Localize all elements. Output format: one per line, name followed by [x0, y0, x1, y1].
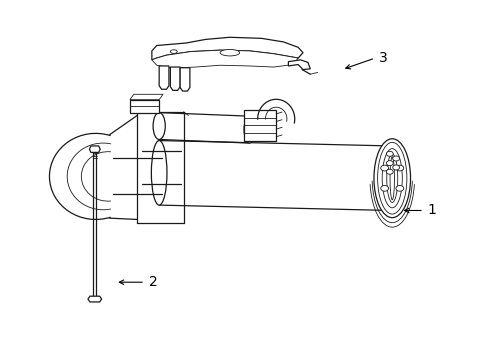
Polygon shape: [89, 146, 100, 152]
Polygon shape: [159, 66, 168, 89]
Polygon shape: [130, 94, 163, 100]
Ellipse shape: [382, 149, 402, 208]
Polygon shape: [152, 37, 303, 60]
Polygon shape: [288, 60, 310, 69]
Ellipse shape: [244, 116, 254, 143]
Ellipse shape: [373, 139, 410, 218]
Circle shape: [386, 161, 392, 166]
Ellipse shape: [153, 113, 165, 139]
Ellipse shape: [245, 122, 252, 138]
Circle shape: [392, 165, 399, 170]
Circle shape: [395, 165, 403, 171]
Bar: [130, 100, 159, 113]
Polygon shape: [180, 68, 189, 91]
Polygon shape: [88, 296, 102, 302]
Text: 1: 1: [427, 203, 435, 217]
Ellipse shape: [170, 50, 177, 53]
Circle shape: [386, 169, 392, 174]
Ellipse shape: [377, 142, 406, 214]
Bar: [244, 110, 276, 140]
Circle shape: [380, 165, 388, 171]
Text: 2: 2: [149, 275, 158, 289]
Polygon shape: [170, 67, 180, 90]
Ellipse shape: [220, 49, 239, 56]
Circle shape: [380, 185, 388, 191]
Text: 3: 3: [378, 51, 386, 65]
Circle shape: [395, 185, 403, 191]
Circle shape: [392, 156, 399, 161]
Circle shape: [386, 151, 392, 156]
Ellipse shape: [389, 157, 394, 200]
Polygon shape: [152, 50, 298, 68]
Ellipse shape: [386, 154, 397, 202]
Ellipse shape: [151, 140, 166, 205]
